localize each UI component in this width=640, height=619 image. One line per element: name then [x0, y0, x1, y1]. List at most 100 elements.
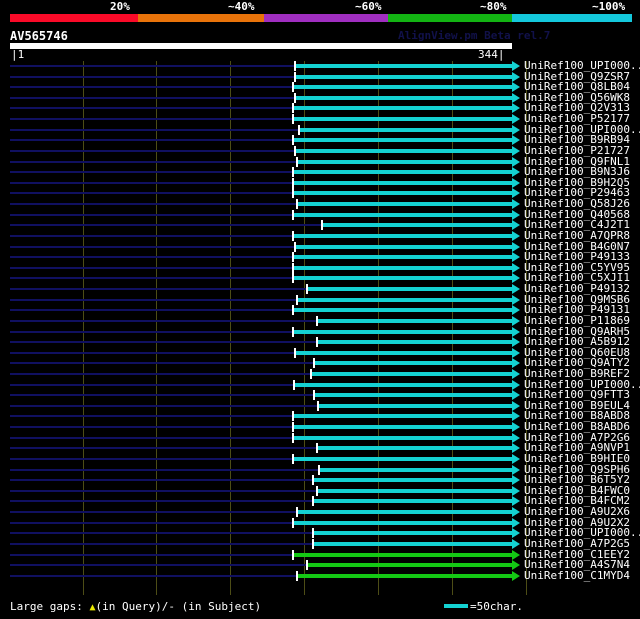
hit-label[interactable]: UniRef100_A9NVP1: [524, 441, 630, 455]
hit-row[interactable]: UniRef100_C5YV95: [0, 260, 640, 274]
hsp-bar[interactable]: [317, 318, 512, 323]
hit-row[interactable]: UniRef100_Q60EU8: [0, 345, 640, 359]
hit-row[interactable]: UniRef100_A7QPR8: [0, 229, 640, 242]
hit-label[interactable]: UniRef100_B6T5Y2: [524, 473, 630, 487]
hit-row[interactable]: UniRef100_C5XJI1: [0, 272, 640, 284]
hit-label[interactable]: UniRef100_UPI000..: [524, 526, 640, 540]
hit-row[interactable]: UniRef100_P49132: [0, 282, 640, 296]
hit-label[interactable]: UniRef100_Q56WK8: [524, 90, 630, 104]
hsp-bar[interactable]: [293, 425, 512, 430]
hit-row[interactable]: UniRef100_UPI000..: [0, 60, 640, 72]
hsp-bar[interactable]: [313, 541, 512, 546]
hsp-bar[interactable]: [307, 287, 512, 292]
hit-row[interactable]: UniRef100_B9REF2: [0, 366, 640, 380]
hit-label[interactable]: UniRef100_P49132: [524, 282, 630, 296]
hsp-bar[interactable]: [295, 148, 512, 153]
hit-row[interactable]: UniRef100_B9H2Q5: [0, 175, 640, 189]
hit-row[interactable]: UniRef100_P52177: [0, 112, 640, 126]
hit-row[interactable]: UniRef100_B8ABD8: [0, 409, 640, 423]
hit-label[interactable]: UniRef100_Q9FTT3: [524, 388, 630, 402]
hit-label[interactable]: UniRef100_Q9ZSR7: [524, 69, 630, 83]
hit-row[interactable]: UniRef100_Q9ARH5: [0, 324, 640, 338]
hit-label[interactable]: UniRef100_C1EEY2: [524, 547, 630, 561]
hsp-bar[interactable]: [293, 180, 512, 185]
hit-row[interactable]: UniRef100_B4FCM2: [0, 495, 640, 507]
hit-row[interactable]: UniRef100_Q9FTT3: [0, 388, 640, 402]
hsp-bar[interactable]: [293, 552, 512, 557]
hit-label[interactable]: UniRef100_B9REF2: [524, 366, 630, 380]
hit-label[interactable]: UniRef100_B9H2Q5: [524, 175, 630, 189]
hsp-bar[interactable]: [313, 531, 512, 536]
hit-label[interactable]: UniRef100_C4J2T1: [524, 218, 630, 232]
hsp-bar[interactable]: [313, 478, 512, 483]
hsp-bar[interactable]: [317, 446, 512, 451]
hsp-bar[interactable]: [293, 191, 512, 196]
hit-row[interactable]: UniRef100_B4FWC0: [0, 483, 640, 497]
hit-label[interactable]: UniRef100_P11869: [524, 313, 630, 327]
hsp-bar[interactable]: [293, 308, 512, 313]
hit-label[interactable]: UniRef100_B4G0N7: [524, 239, 630, 253]
hit-row[interactable]: UniRef100_UPI000..: [0, 123, 640, 136]
hsp-bar[interactable]: [295, 350, 512, 355]
hsp-bar[interactable]: [293, 456, 512, 461]
hit-label[interactable]: UniRef100_C5YV95: [524, 260, 630, 274]
hit-label[interactable]: UniRef100_P52177: [524, 112, 630, 126]
hit-row[interactable]: UniRef100_B8ABD6: [0, 421, 640, 433]
hit-row[interactable]: UniRef100_Q9ZSR7: [0, 69, 640, 83]
hsp-bar[interactable]: [293, 414, 512, 419]
hit-row[interactable]: UniRef100_A9U2X6: [0, 506, 640, 518]
hsp-bar[interactable]: [297, 510, 512, 515]
hit-row[interactable]: UniRef100_Q8LB04: [0, 81, 640, 93]
hsp-bar[interactable]: [317, 488, 512, 493]
hit-row[interactable]: UniRef100_Q9MSB6: [0, 292, 640, 306]
hit-row[interactable]: UniRef100_B9N3J6: [0, 166, 640, 178]
hit-row[interactable]: UniRef100_A5B912: [0, 336, 640, 348]
hsp-bar[interactable]: [314, 361, 512, 366]
hit-row[interactable]: UniRef100_A4S7N4: [0, 559, 640, 571]
hit-label[interactable]: UniRef100_Q9MSB6: [524, 292, 630, 306]
hit-label[interactable]: UniRef100_Q9FNL1: [524, 154, 630, 168]
hit-label[interactable]: UniRef100_C1MYD4: [524, 568, 630, 582]
hsp-bar[interactable]: [314, 393, 512, 398]
hit-row[interactable]: UniRef100_Q56WK8: [0, 90, 640, 104]
hit-label[interactable]: UniRef100_B8ABD8: [524, 409, 630, 423]
hsp-bar[interactable]: [297, 297, 512, 302]
hit-row[interactable]: UniRef100_B6T5Y2: [0, 473, 640, 487]
hsp-bar[interactable]: [322, 223, 512, 228]
hsp-bar[interactable]: [293, 255, 512, 260]
hit-label[interactable]: UniRef100_B4FWC0: [524, 483, 630, 497]
hit-row[interactable]: UniRef100_P49133: [0, 250, 640, 264]
hit-label[interactable]: UniRef100_Q9ARH5: [524, 324, 630, 338]
hsp-bar[interactable]: [293, 276, 512, 281]
hit-row[interactable]: UniRef100_P49131: [0, 304, 640, 316]
hsp-bar[interactable]: [319, 467, 512, 472]
hit-row[interactable]: UniRef100_P29463: [0, 186, 640, 200]
hit-label[interactable]: UniRef100_A9U2X2: [524, 515, 630, 529]
hsp-bar[interactable]: [293, 435, 512, 440]
hit-label[interactable]: UniRef100_P49133: [524, 250, 630, 264]
hsp-bar[interactable]: [295, 244, 512, 249]
hit-row[interactable]: UniRef100_Q9SPH6: [0, 463, 640, 476]
hit-label[interactable]: UniRef100_Q58J26: [524, 197, 630, 211]
hit-label[interactable]: UniRef100_P21727: [524, 143, 630, 157]
hsp-bar[interactable]: [293, 265, 512, 270]
hsp-bar[interactable]: [307, 563, 512, 568]
hsp-bar[interactable]: [295, 64, 512, 68]
hit-row[interactable]: UniRef100_UPI000..: [0, 526, 640, 540]
hit-row[interactable]: UniRef100_A9U2X2: [0, 515, 640, 529]
hit-label[interactable]: UniRef100_P29463: [524, 186, 630, 200]
hsp-bar[interactable]: [293, 106, 512, 111]
hsp-bar[interactable]: [297, 159, 512, 164]
hit-row[interactable]: UniRef100_B4G0N7: [0, 239, 640, 253]
hit-row[interactable]: UniRef100_Q2V313: [0, 102, 640, 114]
hit-row[interactable]: UniRef100_B9EUL4: [0, 399, 640, 412]
hsp-bar[interactable]: [293, 138, 512, 143]
hsp-bar[interactable]: [293, 212, 512, 217]
hit-row[interactable]: UniRef100_C1EEY2: [0, 547, 640, 561]
hit-row[interactable]: UniRef100_P21727: [0, 143, 640, 157]
hit-label[interactable]: UniRef100_Q60EU8: [524, 345, 630, 359]
hit-row[interactable]: UniRef100_B9RB94: [0, 134, 640, 146]
hit-row[interactable]: UniRef100_C1MYD4: [0, 568, 640, 582]
hsp-bar[interactable]: [297, 573, 512, 578]
hit-label[interactable]: UniRef100_B9HIE0: [524, 451, 630, 465]
